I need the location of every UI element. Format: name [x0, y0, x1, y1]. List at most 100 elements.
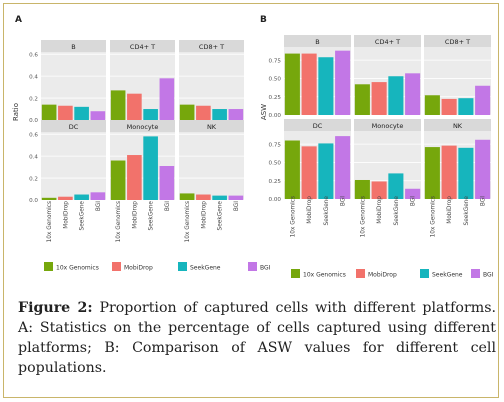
bar [212, 195, 227, 200]
bar [458, 147, 474, 199]
facet-title: NK [207, 123, 217, 131]
bar [405, 73, 421, 115]
facet-title: Monocyte [372, 122, 404, 130]
bar [228, 195, 244, 200]
facet-strip [110, 40, 175, 52]
x-tick-label: MobiDrop [377, 196, 383, 224]
bar [301, 53, 317, 115]
bar [424, 147, 440, 199]
bar [196, 194, 211, 200]
x-tick-label: SeekGene [218, 201, 224, 231]
caption-text: Proportion of captured cells with differ… [18, 300, 496, 376]
facet-strip [179, 120, 244, 132]
bar [441, 145, 457, 199]
y-tick-label: 0.75 [269, 142, 282, 148]
bar [475, 85, 491, 115]
bar [212, 109, 227, 120]
legend-swatch [112, 262, 121, 271]
bar [110, 90, 126, 120]
bar [179, 193, 195, 200]
x-tick-label: SeekGene [80, 201, 86, 231]
legend-swatch [178, 262, 187, 271]
x-tick-label: MobiDrop [63, 201, 69, 229]
x-tick-label: BGI [341, 196, 347, 206]
x-tick-label: SeekGene [464, 196, 470, 226]
x-tick-label: BGI [234, 201, 240, 211]
bar [354, 84, 370, 115]
bar [371, 181, 387, 199]
facet-strip [354, 35, 421, 47]
x-tick-label: 10x Genomics [185, 201, 191, 242]
legend-label: SeekGene [432, 272, 463, 279]
y-tick-label: 0.25 [269, 179, 282, 185]
legend-label: BGI [260, 265, 271, 272]
y-axis-label: Ratio [12, 103, 20, 121]
y-tick-label: 0.6 [29, 52, 38, 58]
y-tick-label: 0.75 [269, 58, 282, 64]
x-tick-label: 10x Genomics [116, 201, 122, 242]
x-tick-label: SeekGene [324, 196, 330, 226]
facet-strip [41, 120, 106, 132]
figure-caption: Figure 2: Proportion of captured cells w… [18, 298, 496, 378]
facet-title: B [315, 38, 319, 46]
x-tick-label: 10x Genomics [47, 201, 53, 242]
bar [318, 57, 334, 115]
bar [74, 106, 89, 120]
caption-label: Figure 2: [18, 300, 93, 316]
bar [90, 111, 106, 120]
bar [143, 109, 158, 120]
bar [441, 98, 457, 115]
bar [335, 50, 351, 115]
figure-svg: A Ratio B 0.0 0.2 0.4 0.6 CD4+ T CD8+ T DC 0.0 0.2 0… [12, 15, 494, 279]
bar [159, 78, 175, 120]
legend-swatch [44, 262, 53, 271]
bar [127, 93, 142, 120]
y-tick-label: 0.2 [29, 96, 38, 102]
legend-label: 10x Genomics [56, 265, 99, 272]
bar [110, 160, 126, 200]
y-tick-label: 0.0 [29, 118, 38, 124]
x-tick-label: SeekGene [149, 201, 155, 231]
facet-title: Monocyte [127, 123, 159, 131]
facet-title: NK [453, 122, 463, 130]
x-tick-label: BGI [411, 196, 417, 206]
bar [354, 179, 370, 199]
bar [90, 192, 106, 200]
legend-label: BGI [483, 272, 494, 279]
facet-strip [354, 119, 421, 131]
y-tick-label: 0.00 [269, 113, 282, 119]
x-tick-label: BGI [165, 201, 171, 211]
facet-title: CD4+ T [130, 43, 155, 51]
panel-label: A [15, 15, 22, 25]
facet-plot-area [41, 132, 106, 200]
x-tick-label: 10x Genomics [360, 196, 366, 237]
facet-strip [110, 120, 175, 132]
bar [284, 53, 300, 115]
bar [41, 197, 57, 200]
y-tick-label: 0.4 [29, 154, 38, 160]
facet-strip [284, 119, 351, 131]
x-tick-label: MobiDrop [201, 201, 207, 229]
bar [424, 95, 440, 115]
bar [179, 104, 195, 120]
x-tick-label: 10x Genomics [290, 196, 296, 237]
facet-title: DC [313, 122, 323, 130]
bar [58, 196, 73, 200]
facet-title: B [71, 43, 75, 51]
panel-label: B [260, 15, 267, 25]
x-tick-label: MobiDrop [307, 196, 313, 224]
facet-strip [179, 40, 244, 52]
y-tick-label: 0.25 [269, 95, 282, 101]
legend-swatch [248, 262, 257, 271]
y-tick-label: 0.0 [29, 198, 38, 204]
y-tick-label: 0.50 [269, 161, 282, 167]
facet-title: CD8+ T [445, 38, 470, 46]
x-tick-label: MobiDrop [132, 201, 138, 229]
bar [335, 136, 351, 199]
bar [58, 105, 73, 120]
facet-title: CD8+ T [199, 43, 224, 51]
x-tick-label: 10x Genomics [430, 196, 436, 237]
facet-plot-area [179, 132, 244, 200]
bar [388, 76, 404, 115]
figure-frame: A Ratio B 0.0 0.2 0.4 0.6 CD4+ T CD8+ T DC 0.0 0.2 0… [3, 3, 499, 398]
